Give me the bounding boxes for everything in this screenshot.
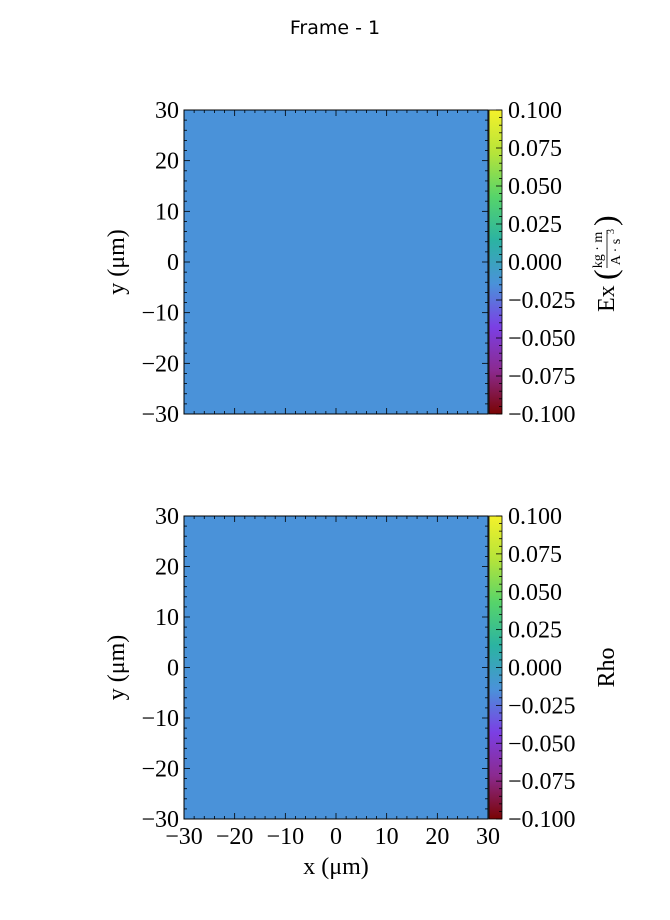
axis-ticks [183, 515, 489, 820]
colorbar-tick-label: −0.100 [508, 402, 576, 428]
colorbar-unit-numerator: kg · m [591, 232, 606, 269]
colorbar-label-rparen: ) [587, 215, 623, 226]
figure-title: Frame - 1 [290, 17, 380, 39]
y-tick-label: −10 [141, 706, 179, 732]
axis-ticks [183, 109, 489, 415]
heatmap-field [184, 516, 488, 819]
colorbar-tick-label: −0.025 [508, 693, 576, 719]
x-tick-label: 20 [425, 824, 449, 850]
colorbar-unit-exponent: 3 [606, 229, 617, 234]
colorbar-tick-label: 0.100 [508, 98, 562, 124]
colorbar-tick-label: −0.050 [508, 326, 576, 352]
y-tick-label: 20 [155, 555, 179, 581]
y-tick-label: −30 [141, 402, 179, 428]
colorbar-tick-label: −0.075 [508, 769, 576, 795]
colorbar-tick-label: 0.050 [508, 174, 562, 200]
colorbar-unit-denominator: A · s [609, 239, 624, 265]
panel-bottom: 30 20 10 0 −10 −20 −30−30 −20 −10 0 10 20 30 y (μm) x … [104, 504, 620, 880]
colorbar-tick-label: −0.050 [508, 731, 576, 757]
x-tick-label: −10 [267, 824, 305, 850]
y-tick-label: −20 [141, 351, 179, 377]
y-axis-label: y (μm) [104, 229, 130, 295]
x-tick-label: −20 [216, 824, 254, 850]
x-tick-label: 0 [330, 824, 342, 850]
y-tick-label: −10 [141, 301, 179, 327]
y-tick-label: 20 [155, 149, 179, 175]
y-tick-label: −20 [141, 757, 179, 783]
colorbar-tick-label: −0.100 [508, 807, 576, 833]
heatmap-field [184, 110, 488, 414]
colorbar-tick-label: 0.000 [508, 656, 562, 682]
y-tick-label: 30 [155, 98, 179, 124]
x-tick-label: 30 [476, 824, 500, 850]
colorbar-tick-label: 0.100 [508, 504, 562, 530]
colorbar-label: Rho [594, 647, 620, 687]
panel-top: 30 20 10 0 −10 −20 −30 y (μm) 0.100 0.075 0.050 0.0… [104, 98, 624, 428]
colorbar-tick-label: −0.075 [508, 364, 576, 390]
y-tick-label: 30 [155, 504, 179, 530]
colorbar-tick-label: 0.075 [508, 136, 562, 162]
colorbar-tick-label: 0.050 [508, 580, 562, 606]
y-tick-label: 0 [167, 656, 179, 682]
colorbar-tick-label: 0.025 [508, 618, 562, 644]
colorbar-label-main: Ex [594, 285, 620, 312]
x-axis-label: x (μm) [303, 854, 369, 880]
y-tick-label: 0 [167, 250, 179, 276]
x-tick-label: 10 [375, 824, 399, 850]
colorbar-label-main: Rho [594, 647, 620, 687]
colorbar-tick-label: 0.075 [508, 542, 562, 568]
y-tick-label: 10 [155, 605, 179, 631]
y-tick-label: −30 [141, 807, 179, 833]
colorbar-label-lparen: ( [587, 269, 623, 280]
colorbar-tick-label: 0.025 [508, 212, 562, 238]
x-tick-label: −30 [165, 824, 203, 850]
y-tick-label: 10 [155, 199, 179, 225]
colorbar-ticks [496, 109, 502, 415]
colorbar-tick-label: −0.025 [508, 288, 576, 314]
colorbar-ticks [496, 515, 502, 820]
colorbar-tick-label: 0.000 [508, 250, 562, 276]
y-axis-label: y (μm) [104, 635, 130, 701]
